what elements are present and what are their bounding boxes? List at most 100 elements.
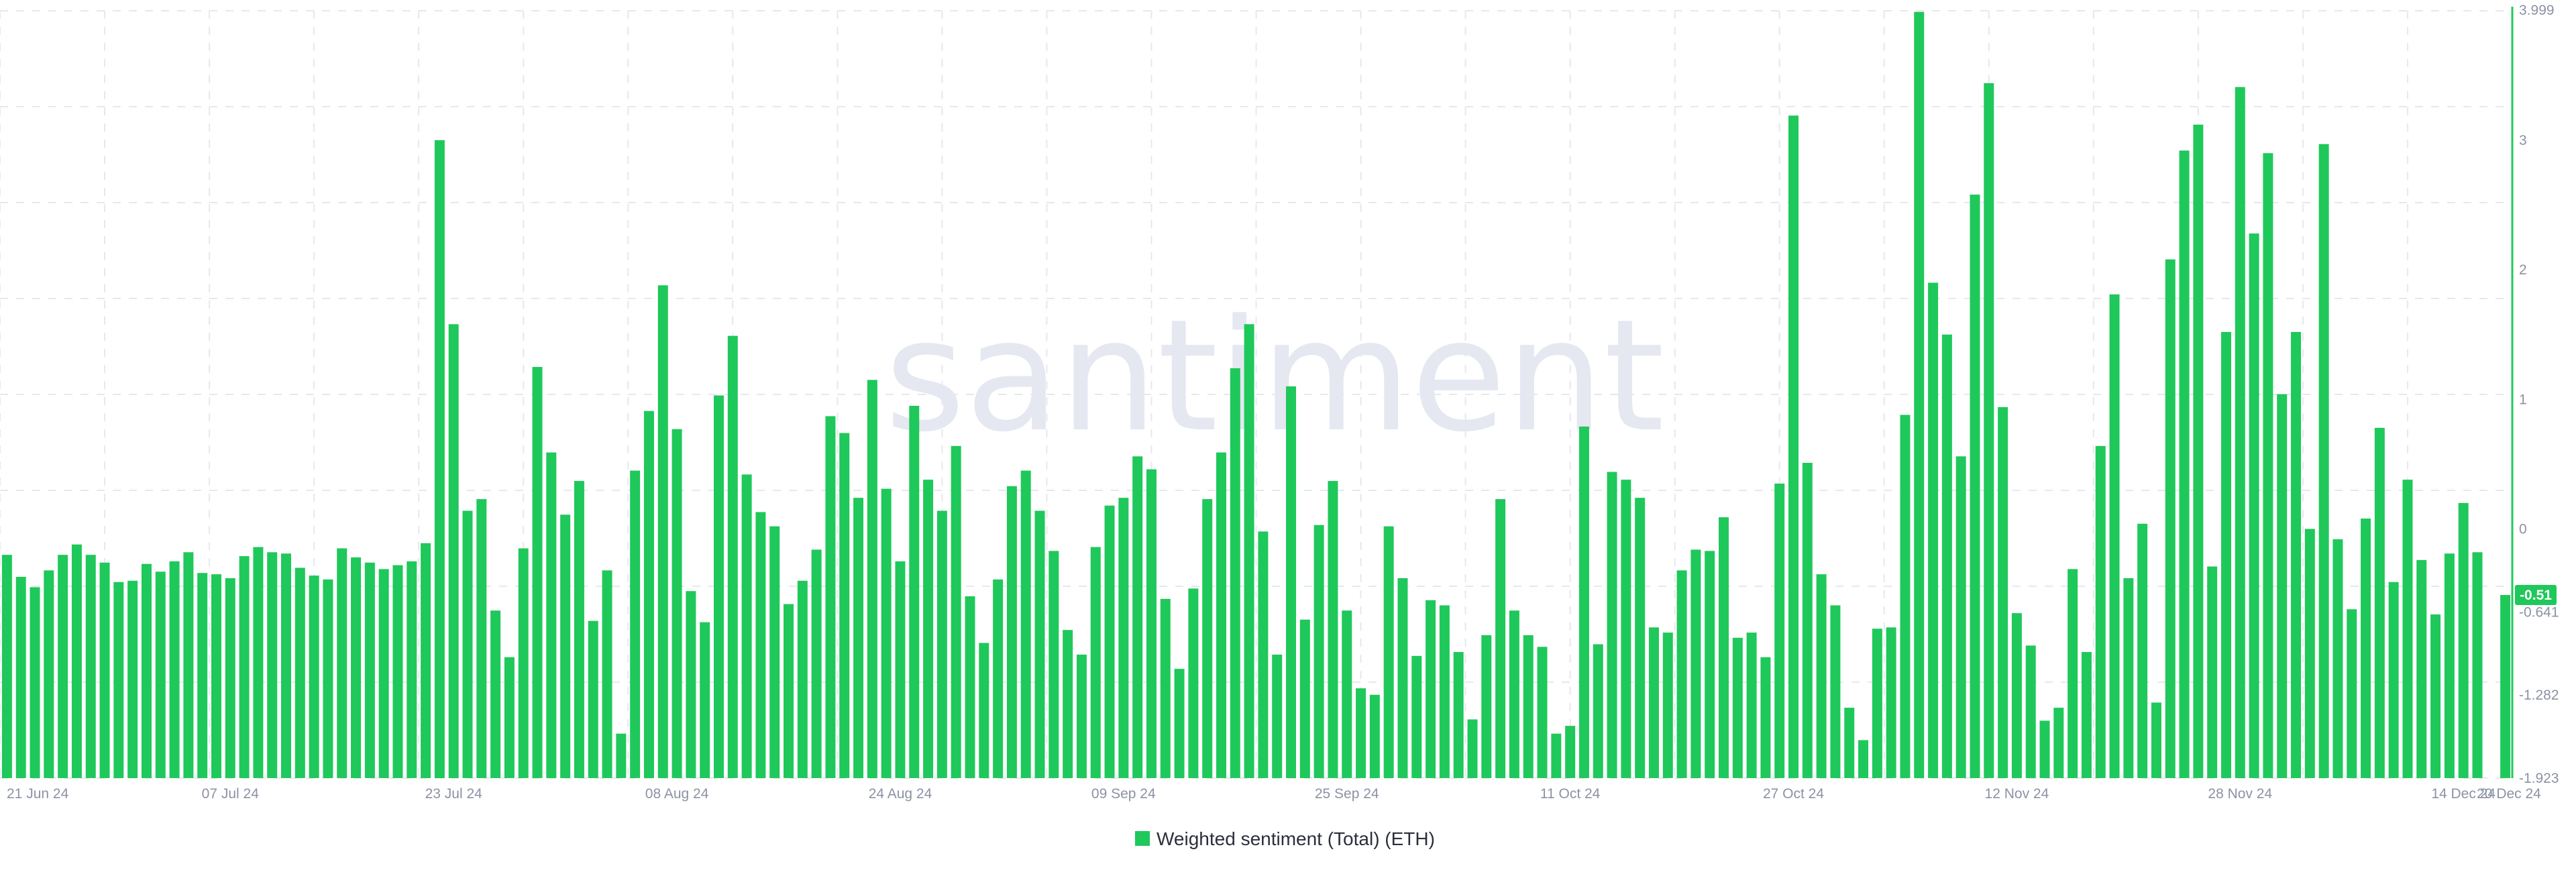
bar[interactable] (1426, 600, 1436, 778)
bar[interactable] (1467, 719, 1478, 778)
bar[interactable] (1746, 633, 1757, 778)
bar[interactable] (979, 643, 989, 778)
bar[interactable] (1383, 526, 1394, 778)
bar[interactable] (1439, 605, 1450, 778)
bar[interactable] (127, 580, 138, 778)
bar[interactable] (965, 596, 975, 778)
bar[interactable] (1160, 598, 1171, 778)
bar[interactable] (2011, 613, 2022, 778)
bar[interactable] (2109, 294, 2120, 778)
bar[interactable] (309, 576, 319, 778)
bar[interactable] (155, 571, 166, 778)
bar[interactable] (1788, 115, 1799, 778)
bar[interactable] (1272, 654, 1283, 778)
bar[interactable] (2332, 539, 2343, 778)
bar[interactable] (532, 367, 543, 778)
bar[interactable] (1621, 480, 1631, 778)
bar[interactable] (1342, 610, 1352, 778)
bar[interactable] (30, 587, 40, 778)
bar[interactable] (85, 555, 96, 778)
bar[interactable] (2472, 552, 2483, 778)
bar[interactable] (1509, 610, 1519, 778)
bar[interactable] (714, 395, 724, 778)
bar[interactable] (1006, 486, 1017, 778)
bar[interactable] (1774, 483, 1785, 778)
bar[interactable] (1034, 510, 1045, 778)
bar[interactable] (560, 514, 571, 778)
bar[interactable] (909, 406, 920, 778)
bar[interactable] (2221, 331, 2231, 778)
bar[interactable] (1705, 551, 1715, 778)
bar[interactable] (1551, 733, 1562, 778)
bar[interactable] (1188, 588, 1199, 778)
bar[interactable] (1662, 633, 1673, 778)
bar[interactable] (58, 555, 68, 778)
bar[interactable] (183, 552, 194, 778)
bar[interactable] (1481, 635, 1492, 778)
bar[interactable] (462, 510, 473, 778)
bar[interactable] (518, 548, 529, 779)
bar[interactable] (504, 657, 515, 778)
bar[interactable] (2053, 708, 2064, 778)
bar[interactable] (686, 591, 696, 778)
bar[interactable] (867, 380, 877, 778)
bar[interactable] (672, 429, 682, 778)
bar[interactable] (2361, 519, 2371, 778)
bar[interactable] (1537, 647, 1548, 778)
bar[interactable] (2263, 153, 2273, 779)
bar[interactable] (797, 580, 808, 778)
bar[interactable] (239, 556, 250, 778)
bar[interactable] (2444, 553, 2455, 778)
bar[interactable] (364, 562, 375, 778)
bar[interactable] (1313, 525, 1324, 778)
bar[interactable] (2081, 652, 2092, 778)
bar[interactable] (434, 140, 445, 779)
bar[interactable] (1118, 498, 1129, 778)
bar[interactable] (490, 610, 501, 778)
legend[interactable]: Weighted sentiment (Total) (ETH) (1135, 828, 1435, 849)
bar[interactable] (1607, 472, 1617, 778)
bar[interactable] (1244, 324, 1254, 778)
bar[interactable] (197, 573, 208, 778)
bar[interactable] (1523, 635, 1534, 778)
bar[interactable] (1830, 605, 1841, 778)
bar[interactable] (2193, 124, 2204, 779)
bar[interactable] (2304, 529, 2315, 778)
bar[interactable] (1286, 386, 1296, 778)
bar[interactable] (546, 452, 557, 778)
bar[interactable] (2500, 595, 2511, 778)
bar[interactable] (1216, 452, 1226, 778)
bar[interactable] (337, 548, 347, 779)
bar[interactable] (769, 526, 780, 778)
bar[interactable] (2151, 702, 2161, 778)
bar[interactable] (1635, 498, 1646, 778)
bar[interactable] (2347, 609, 2357, 778)
bar[interactable] (574, 481, 584, 778)
bar[interactable] (1020, 470, 1031, 778)
bar[interactable] (1397, 578, 1408, 778)
bar[interactable] (1090, 547, 1101, 778)
bar[interactable] (588, 620, 598, 778)
bar[interactable] (784, 604, 794, 778)
bar[interactable] (700, 622, 710, 778)
bar[interactable] (1356, 688, 1366, 778)
bar[interactable] (741, 474, 752, 778)
bar[interactable] (1146, 469, 1157, 778)
bar[interactable] (1760, 657, 1771, 778)
bar[interactable] (2458, 502, 2469, 778)
bar[interactable] (2235, 87, 2245, 778)
bar[interactable] (253, 547, 264, 778)
bar[interactable] (448, 324, 459, 778)
bar[interactable] (1955, 456, 1966, 778)
bar[interactable] (2039, 720, 2050, 778)
bar[interactable] (294, 567, 305, 778)
bar[interactable] (2179, 150, 2190, 778)
bar[interactable] (407, 561, 417, 778)
bar[interactable] (1914, 11, 1925, 779)
bar[interactable] (1970, 195, 1980, 778)
bar[interactable] (727, 335, 738, 778)
bar[interactable] (2402, 480, 2413, 778)
bar[interactable] (44, 570, 54, 778)
bar[interactable] (630, 470, 641, 778)
bar[interactable] (825, 416, 836, 778)
